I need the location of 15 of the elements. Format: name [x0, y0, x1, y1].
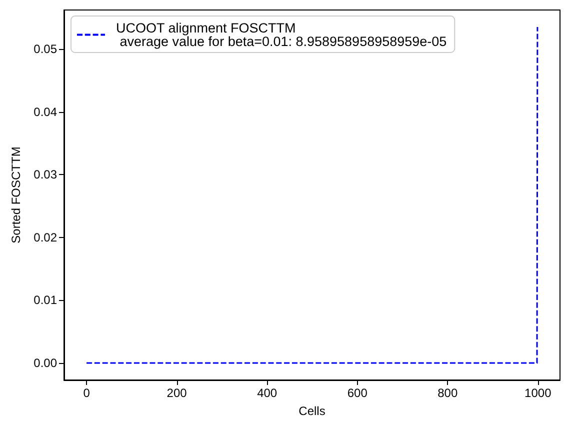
y-tick-label: 0.05 [34, 42, 58, 56]
y-tick-label: 0.01 [34, 293, 58, 308]
x-tick-label: 1000 [524, 386, 552, 400]
y-tick-label: 0.04 [34, 104, 58, 119]
legend-label: UCOOT alignment FOSCTTM average value for beta=0.01: 8.958958958958959e-05 [116, 20, 447, 49]
y-axis-title: Sorted FOSCTTM [9, 146, 23, 244]
y-tick-label: 0.03 [34, 168, 58, 182]
x-tick-label: 200 [166, 386, 188, 400]
x-tick-label: 600 [347, 386, 368, 400]
x-tick-label: 0 [83, 386, 90, 400]
x-axis-title: Cells [298, 404, 326, 418]
x-tick-label: 800 [438, 386, 458, 400]
y-tick-label: 0.00 [34, 356, 58, 370]
y-tick-label: 0.02 [34, 230, 58, 244]
x-tick-label: 400 [257, 386, 278, 400]
